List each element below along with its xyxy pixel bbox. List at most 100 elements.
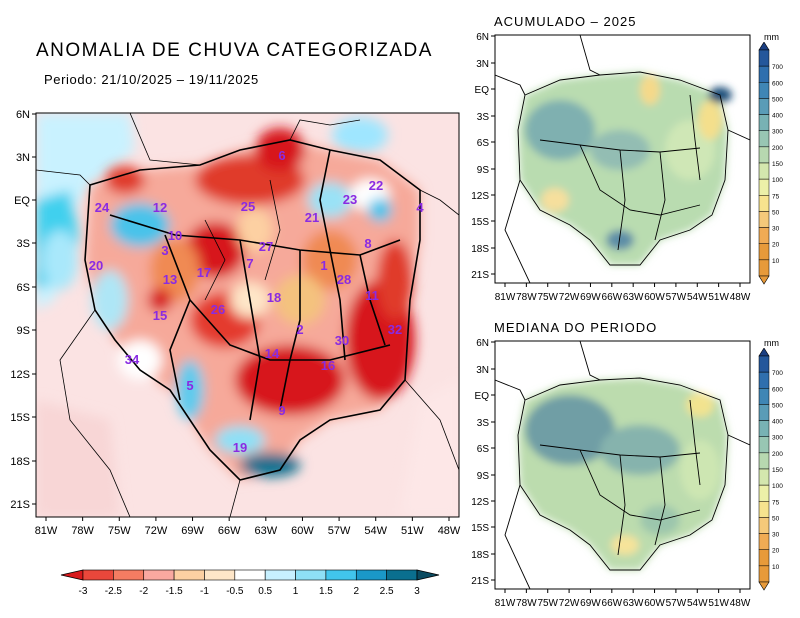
lon-tick-label: 57W — [666, 598, 687, 609]
colorbar-top-arrow — [758, 348, 770, 357]
region-label: 28 — [337, 272, 351, 287]
lat-tick-label: 6S — [477, 138, 490, 149]
colorbar-segment — [758, 549, 770, 567]
colorbar-left-arrow — [60, 569, 84, 581]
colorbar-segment — [355, 569, 387, 581]
colorbar-tick-label: -3 — [79, 586, 88, 597]
colorbar-tick-label: 200 — [772, 145, 783, 152]
lat-tick-label: 3N — [476, 59, 489, 70]
region-label: 13 — [163, 272, 177, 287]
colorbar-segment — [758, 371, 770, 389]
colorbar-segment — [758, 130, 770, 148]
lat-tick-label: 18S — [471, 550, 489, 561]
colorbar-tick-label: 3 — [414, 586, 420, 597]
colorbar-segment — [758, 420, 770, 437]
colorbar-tick-label: 75 — [772, 499, 780, 506]
colorbar-tick-label: 400 — [772, 419, 783, 426]
lon-tick-label: 75W — [108, 525, 131, 537]
lon-tick-label: 48W — [730, 598, 751, 609]
colorbar-segment — [204, 569, 236, 581]
lat-tick-label: 3S — [477, 418, 490, 429]
lon-tick-label: 72W — [559, 598, 580, 609]
lat-tick-label: 18S — [10, 456, 30, 468]
lon-tick-label: 78W — [516, 598, 537, 609]
lon-tick-label: 75W — [537, 292, 558, 303]
colorbar-segment — [758, 65, 770, 83]
lon-tick-label: 54W — [364, 525, 387, 537]
colorbar-segment — [758, 501, 770, 518]
region-label: 26 — [211, 302, 225, 317]
lon-tick-label: 51W — [401, 525, 424, 537]
mediana-title: MEDIANA DO PERIODO — [494, 320, 658, 335]
main-lon-axis: 81W 78W 75W 72W 69W 66W 63W 60W 57W 54W 51W 48W — [35, 517, 461, 537]
colorbar-segment — [234, 569, 266, 581]
lat-tick-label: 9S — [477, 471, 490, 482]
colorbar-segment — [758, 162, 770, 180]
region-label: 18 — [267, 290, 281, 305]
lon-tick-label: 63W — [623, 292, 644, 303]
colorbar-segment — [758, 146, 770, 164]
colorbar-bottom-arrow — [758, 581, 770, 591]
lon-tick-label: 66W — [602, 598, 623, 609]
colorbar-segment — [295, 569, 327, 581]
lat-tick-label: EQ — [475, 391, 490, 402]
colorbar-tick-label: 100 — [772, 483, 783, 490]
lon-tick-label: 69W — [580, 598, 601, 609]
lon-tick-label: 75W — [537, 598, 558, 609]
lon-tick-label: 48W — [730, 292, 751, 303]
region-label: 20 — [89, 258, 103, 273]
region-label: 9 — [278, 403, 285, 418]
lon-tick-label: 60W — [644, 292, 665, 303]
lat-tick-label: EQ — [14, 195, 30, 207]
lon-tick-label: 78W — [71, 525, 94, 537]
lat-tick-label: EQ — [475, 85, 490, 96]
colorbar-segment — [758, 195, 770, 212]
colorbar-tick-label: -2.5 — [105, 586, 123, 597]
region-label: 30 — [335, 333, 349, 348]
colorbar-tick-label: 600 — [772, 386, 783, 393]
lon-tick-label: 69W — [181, 525, 204, 537]
colorbar-segment — [82, 569, 114, 581]
region-label: 17 — [197, 265, 211, 280]
colorbar-segment — [758, 452, 770, 470]
lon-tick-label: 51W — [708, 292, 729, 303]
region-label: 5 — [186, 378, 193, 393]
colorbar-segment — [758, 388, 770, 405]
colorbar-tick-label: 30 — [772, 226, 780, 233]
lat-tick-label: 15S — [471, 523, 489, 534]
region-label: 24 — [95, 200, 110, 215]
region-label: 7 — [246, 256, 253, 271]
main-lat-axis: 6N 3N EQ 3S 6S 9S 12S 15S 18S 21S — [10, 109, 36, 511]
acumulado-unit: mm — [764, 32, 779, 42]
lat-tick-label: 6N — [476, 338, 489, 349]
lat-tick-label: 9S — [477, 165, 490, 176]
lat-tick-label: 3N — [16, 152, 30, 164]
colorbar-segment — [758, 178, 770, 196]
anomaly-map: 6N 3N EQ 3S 6S 9S 12S 15S 18S 21S 81W 78W 75W 72W 69W… — [10, 109, 461, 537]
colorbar-segment — [758, 259, 770, 277]
colorbar-tick-label: -1.5 — [165, 586, 183, 597]
colorbar-segment — [386, 569, 418, 581]
colorbar-segment — [758, 227, 770, 244]
colorbar-segment — [758, 114, 770, 131]
lat-tick-label: 6S — [477, 444, 490, 455]
lat-tick-label: 12S — [10, 369, 30, 381]
colorbar-top-arrow — [758, 42, 770, 51]
region-label: 34 — [125, 352, 140, 367]
colorbar-tick-label: 20 — [772, 242, 780, 249]
colorbar-right-arrow — [416, 569, 440, 581]
colorbar-tick-label: -1 — [200, 586, 209, 597]
colorbar-segment — [758, 355, 770, 373]
colorbar-tick-label: 10 — [772, 564, 780, 571]
lon-tick-label: 66W — [602, 292, 623, 303]
colorbar-segment — [758, 484, 770, 502]
colorbar-tick-label: 0.5 — [258, 586, 272, 597]
colorbar-tick-label: 300 — [772, 129, 783, 136]
lat-tick-label: 9S — [17, 325, 30, 337]
colorbar-tick-label: 150 — [772, 161, 783, 168]
acumulado-title: ACUMULADO – 2025 — [494, 14, 637, 29]
colorbar-segment — [173, 569, 205, 581]
region-label: 25 — [241, 199, 255, 214]
lat-tick-label: 6N — [476, 32, 489, 43]
